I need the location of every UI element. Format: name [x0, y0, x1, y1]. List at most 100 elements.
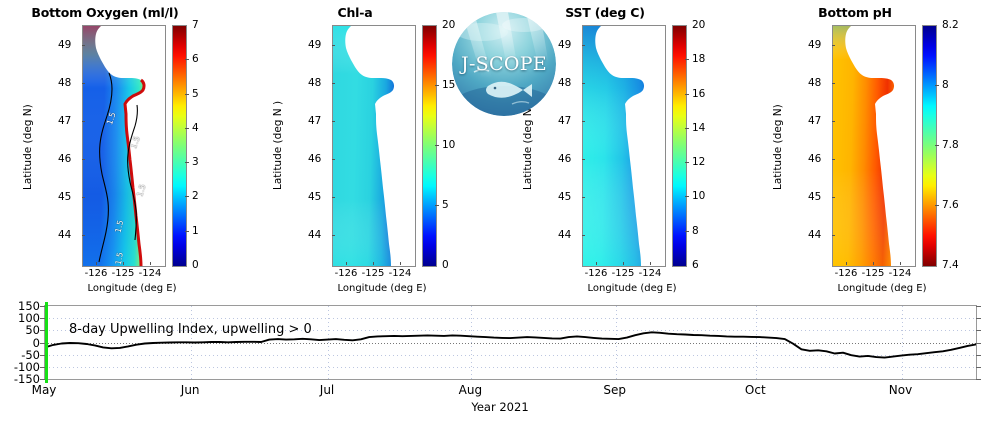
colorbar-tick: 20 [442, 19, 456, 31]
y-tick-mark [40, 379, 45, 380]
colorbar-tick-mark [185, 59, 189, 61]
latitude-tick-mark [832, 235, 835, 236]
latitude-tick: 48 [58, 77, 72, 89]
horizontal-gridline [45, 318, 976, 320]
y-tick-mark-right [976, 330, 981, 332]
colorbar-tick-mark [935, 145, 939, 146]
latitude-tick-mark [832, 121, 835, 122]
map-area-bottom-ph[interactable] [832, 25, 916, 267]
latitude-tick: 48 [808, 77, 822, 89]
latitude-axis-label: Latitude (deg N) [772, 104, 784, 190]
colorbar-tick-mark [435, 85, 439, 86]
logo-underwater-scene [452, 12, 556, 116]
colorbar-tick: 7.4 [942, 259, 959, 271]
colorbar-tick-mark [185, 230, 189, 232]
y-axis-tick: 0 [32, 335, 40, 350]
latitude-axis-label: Latitude (deg N ) [272, 100, 284, 190]
x-axis-tick-oct: Oct [744, 383, 766, 397]
map-panel-bottom-oxygen: Bottom Oxygen (ml/l) Latitude (deg N) 1.5 1… [0, 0, 250, 294]
current-date-marker [45, 302, 48, 383]
latitude-tick-mark [82, 197, 85, 198]
longitude-tick: -124 [388, 268, 412, 279]
latitude-tick-mark [332, 235, 335, 236]
latitude-tick-mark [332, 197, 335, 198]
map-area-sst[interactable] [582, 25, 666, 267]
y-tick-mark-right [976, 318, 981, 320]
latitude-tick-mark [332, 45, 335, 46]
land-mask [345, 26, 415, 266]
longitude-tick: -126 [334, 268, 358, 279]
y-tick-mark [40, 342, 45, 344]
latitude-tick-mark [582, 159, 585, 160]
longitude-tick: -125 [861, 268, 885, 279]
colorbar-tick-mark [685, 230, 689, 232]
latitude-tick-mark [332, 159, 335, 160]
latitude-tick-mark [332, 83, 335, 84]
longitude-tick-mark [873, 262, 874, 265]
y-tick-mark [40, 318, 45, 320]
map-panel-bottom-ph: Bottom pH Latitude (deg N) 49 48 47 46 45 44 -12… [750, 0, 1000, 294]
longitude-tick-mark [373, 262, 374, 265]
longitude-tick: -125 [111, 268, 135, 279]
latitude-axis-label: Latitude (deg N) [22, 104, 34, 190]
latitude-tick: 46 [558, 153, 572, 165]
colorbar-tick-mark [685, 59, 689, 61]
longitude-tick-mark [650, 262, 651, 265]
colorbar-tick-mark [185, 162, 189, 164]
latitude-tick: 47 [558, 115, 572, 127]
map-field-chl-a [333, 26, 415, 266]
y-tick-mark-right [976, 379, 981, 380]
land-mask [95, 26, 165, 266]
map-area-bottom-oxygen[interactable]: 1.5 1.5 1.5 1.5 1.5 [82, 25, 166, 267]
y-tick-mark [40, 330, 45, 332]
vertical-gridline [615, 306, 617, 379]
latitude-tick: 44 [58, 229, 72, 241]
x-axis-tick-nov: Nov [888, 383, 913, 397]
colorbar-tick-mark [185, 127, 189, 129]
colorbar-tick: 12 [692, 156, 706, 169]
colorbar-tick: 10 [442, 139, 456, 151]
map-panel-sst: SST (deg C) Latitude (deg N) 49 48 47 46 45 44 -… [500, 0, 750, 294]
latitude-tick-mark [832, 197, 835, 198]
x-axis-tick-jun: Jun [180, 383, 200, 397]
y-tick-mark [40, 366, 45, 368]
colorbar-tick: 20 [692, 19, 706, 31]
colorbar-tick: 18 [692, 53, 706, 66]
latitude-tick-mark [582, 83, 585, 84]
latitude-tick-mark [582, 121, 585, 122]
colorbar-tick: 4 [192, 121, 199, 134]
timeseries-plot-frame: 150 100 50 0 -50 -100 -150 8-day Upwelling Ind… [14, 299, 981, 386]
map-area-chl-a[interactable] [332, 25, 416, 267]
x-axis-tick-aug: Aug [458, 383, 483, 397]
colorbar-tick: 5 [192, 87, 199, 100]
y-tick-mark-right [976, 354, 981, 356]
latitude-tick-mark [582, 197, 585, 198]
latitude-tick-mark [82, 121, 85, 122]
latitude-tick-mark [82, 235, 85, 236]
upwelling-line-series [45, 331, 976, 359]
colorbar-tick-mark [685, 127, 689, 129]
latitude-tick: 49 [308, 39, 322, 51]
y-axis-tick: 150 [18, 299, 40, 313]
latitude-tick: 49 [558, 39, 572, 51]
panel-title: Bottom pH [818, 5, 892, 20]
panel-title: SST (deg C) [565, 5, 645, 20]
panel-title: Chl-a [337, 5, 373, 20]
latitude-tick: 44 [808, 229, 822, 241]
colorbar-sst [672, 25, 687, 267]
latitude-tick-mark [82, 45, 85, 46]
colorbar-tick-mark [685, 196, 689, 198]
colorbar-bottom-oxygen [172, 25, 187, 267]
y-axis-tick: 100 [18, 311, 40, 326]
x-axis-tick-jul: Jul [319, 383, 335, 397]
longitude-tick: -124 [638, 268, 662, 279]
latitude-axis-label: Latitude (deg N) [522, 104, 534, 190]
colorbar-tick: 0 [192, 259, 199, 271]
colorbar-tick: 1 [192, 224, 199, 237]
colorbar-tick: 10 [692, 190, 706, 203]
latitude-tick: 47 [58, 115, 72, 127]
colorbar-tick: 8 [692, 224, 699, 237]
logo-text: J-SCOPE [461, 53, 547, 75]
colorbar-tick: 7 [192, 19, 199, 31]
vertical-gridline [901, 306, 903, 379]
